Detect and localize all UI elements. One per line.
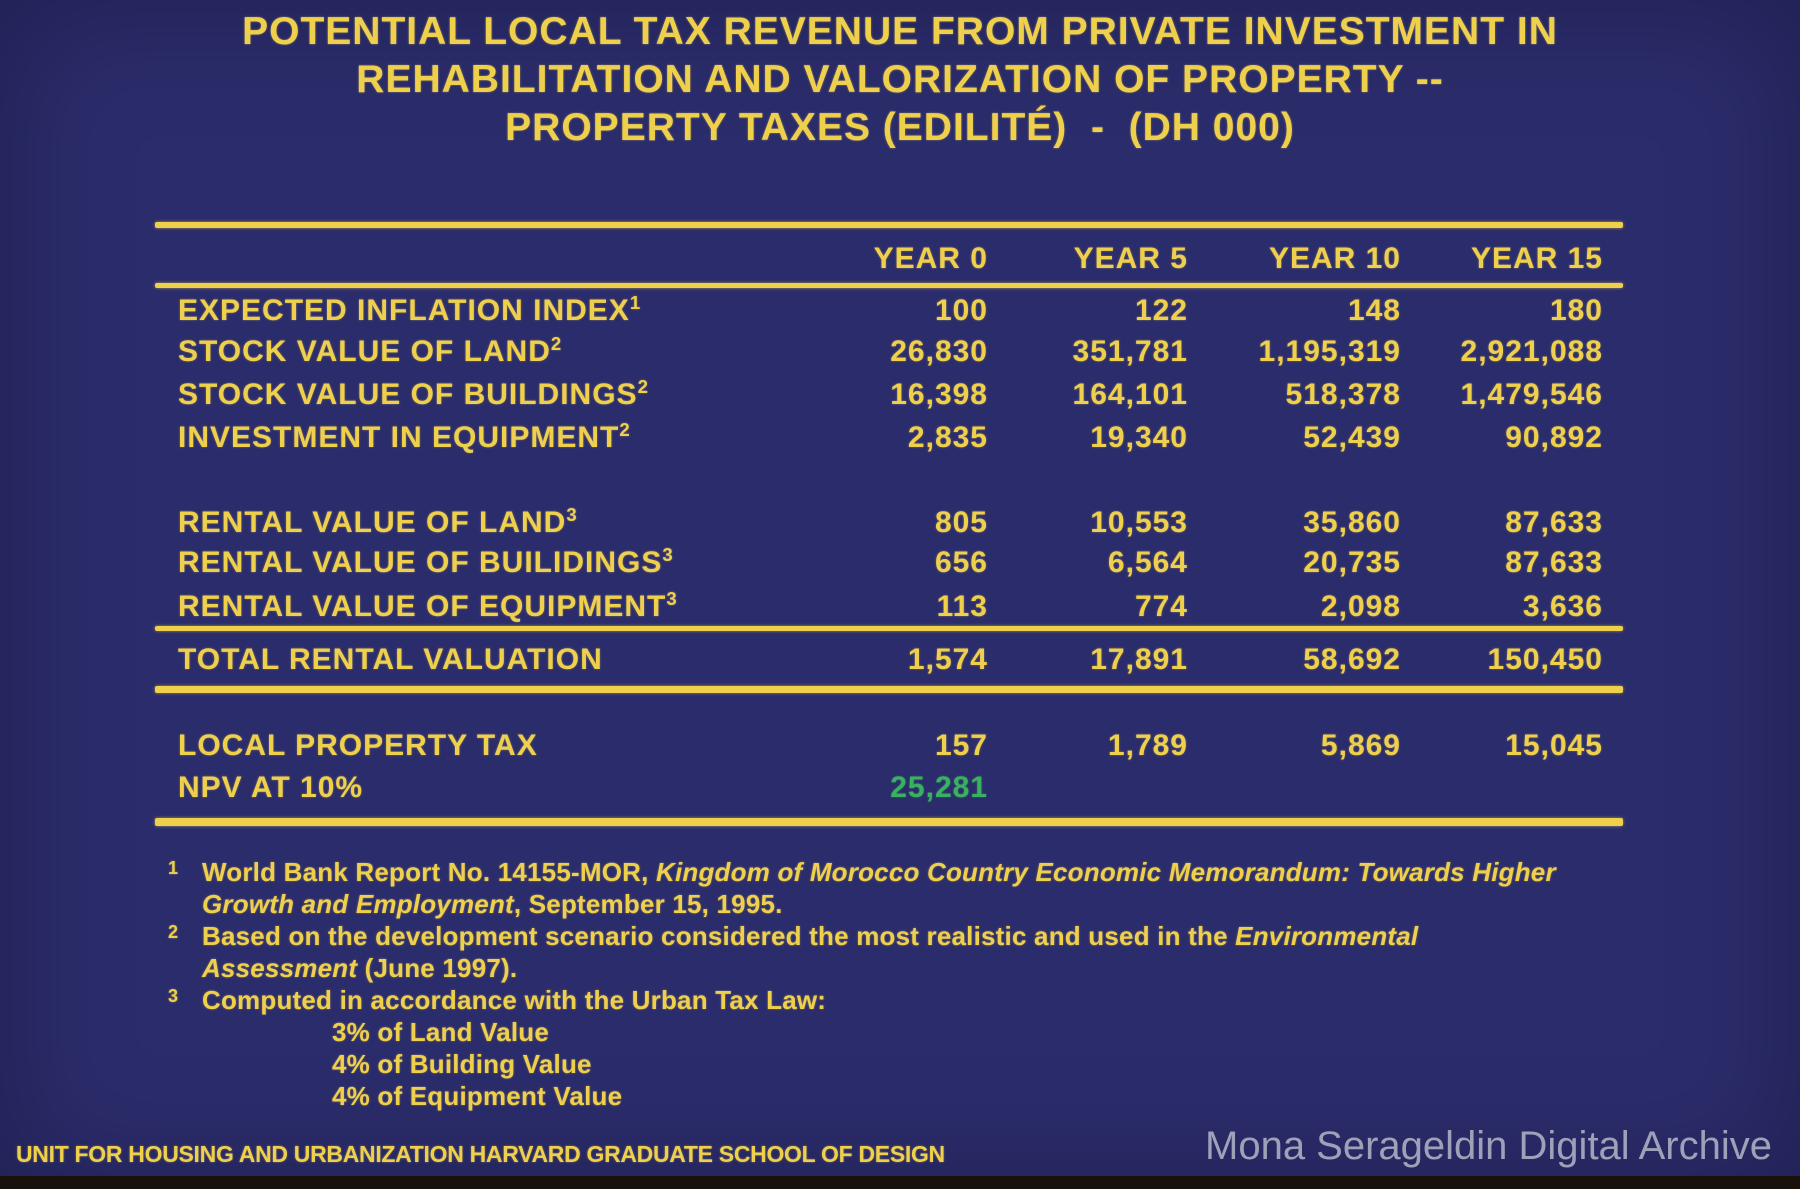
table-header-row: YEAR 0 YEAR 5 YEAR 10 YEAR 15 [155,238,1603,280]
title-line-2: REHABILITATION AND VALORIZATION OF PROPE… [356,58,1444,101]
table-row-rental-equipment: RENTAL VALUE OF EQUIPMENT3 113 774 2,098… [155,586,1603,628]
table-row-local-property-tax: LOCAL PROPERTY TAX 157 1,789 5,869 15,04… [155,725,1603,767]
table-row-stock-land: STOCK VALUE OF LAND2 26,830 351,781 1,19… [155,331,1603,373]
table-row-inflation-index: EXPECTED INFLATION INDEX1 100 122 148 18… [155,290,1603,332]
cell-year5: 164,101 [1072,378,1188,411]
row-label: RENTAL VALUE OF BUILIDINGS3 [178,544,674,579]
cell-year10: 52,439 [1303,421,1401,454]
footnote-2: 2 Based on the development scenario cons… [168,920,1648,984]
cell-year10: 20,735 [1303,546,1401,579]
cell-year15: 87,633 [1505,546,1603,579]
cell-year5: 17,891 [1090,643,1188,676]
footnote-1-line-2: Growth and Employment, September 15, 199… [202,889,783,919]
table-rule-top [155,222,1623,228]
table-rule-below-total [155,686,1623,693]
cell-year0: 26,830 [890,335,988,368]
table-row-investment-equipment: INVESTMENT IN EQUIPMENT2 2,835 19,340 52… [155,417,1603,459]
footnotes: 1 World Bank Report No. 14155-MOR, Kingd… [168,856,1648,1112]
footnote-3-item-1: 3% of Land Value [332,1017,550,1047]
row-label: RENTAL VALUE OF LAND3 [178,504,578,539]
footnote-3-marker: 3 [168,986,179,1006]
cell-year15: 15,045 [1505,729,1603,762]
row-label: LOCAL PROPERTY TAX [178,729,538,762]
cell-year5: 1,789 [1107,729,1188,762]
cell-year5: 122 [1134,294,1188,327]
title-line-3: PROPERTY TAXES (EDILITÉ) - (DH 000) [505,106,1295,149]
cell-year10: 5,869 [1320,729,1401,762]
footnote-1-marker: 1 [168,858,179,878]
table-row-stock-buildings: STOCK VALUE OF BUILDINGS2 16,398 164,101… [155,374,1603,416]
cell-year5: 19,340 [1090,421,1188,454]
footnote-2-marker: 2 [168,922,179,942]
cell-year5 [988,767,1188,809]
cell-year15: 1,479,546 [1460,378,1603,411]
footnote-2-line-1: Based on the development scenario consid… [202,921,1419,951]
footnote-1: 1 World Bank Report No. 14155-MOR, Kingd… [168,856,1648,920]
tax-revenue-table: YEAR 0 YEAR 5 YEAR 10 YEAR 15 EXPECTED I… [155,0,1623,840]
cell-year0: 100 [934,294,988,327]
slide-title: POTENTIAL LOCAL TAX REVENUE FROM PRIVATE… [20,8,1780,152]
row-label: RENTAL VALUE OF EQUIPMENT3 [178,588,678,623]
row-label: TOTAL RENTAL VALUATION [178,643,603,676]
table-rule-above-total [155,626,1623,631]
cell-year10: 35,860 [1303,506,1401,539]
table-rule-below-header [155,283,1623,288]
cell-year10: 2,098 [1320,590,1401,623]
column-header-year5: YEAR 5 [1073,242,1188,275]
cell-year0: 805 [934,506,988,539]
cell-year10 [1188,767,1401,809]
footnote-3-line-1: Computed in accordance with the Urban Ta… [202,985,827,1015]
column-header-year10: YEAR 10 [1268,242,1401,275]
cell-year15: 180 [1549,294,1603,327]
cell-year0: 16,398 [890,378,988,411]
table-row-total-rental-valuation: TOTAL RENTAL VALUATION 1,574 17,891 58,6… [155,639,1603,681]
cell-year0: 656 [934,546,988,579]
table-rule-bottom [155,818,1623,826]
cell-year15: 3,636 [1522,590,1603,623]
row-label: STOCK VALUE OF BUILDINGS2 [178,376,649,411]
row-label: STOCK VALUE OF LAND2 [178,333,563,368]
archive-watermark: Mona Serageldin Digital Archive [1205,1124,1772,1168]
table-row-rental-buildings: RENTAL VALUE OF BUILIDINGS3 656 6,564 20… [155,542,1603,584]
cell-year10: 518,378 [1285,378,1401,411]
row-label: EXPECTED INFLATION INDEX1 [178,292,642,327]
cell-year0: 2,835 [907,421,988,454]
table-row-npv: NPV AT 10% 25,281 [155,767,1603,809]
cell-year10: 58,692 [1303,643,1401,676]
footnote-3: 3 Computed in accordance with the Urban … [168,984,1648,1112]
table-row-rental-land: RENTAL VALUE OF LAND3 805 10,553 35,860 … [155,502,1603,544]
cell-npv-value: 25,281 [890,771,988,804]
cell-year10: 1,195,319 [1258,335,1401,368]
footnote-1-line-1: World Bank Report No. 14155-MOR, Kingdom… [202,857,1556,887]
cell-year5: 351,781 [1072,335,1188,368]
film-edge-bar [0,1176,1800,1189]
cell-year10: 148 [1347,294,1401,327]
header-spacer [155,238,780,280]
cell-year0: 113 [936,590,988,623]
cell-year5: 10,553 [1090,506,1188,539]
row-label: INVESTMENT IN EQUIPMENT2 [178,419,631,454]
footnote-2-line-2: Assessment (June 1997). [202,953,518,983]
column-header-year0: YEAR 0 [873,242,988,275]
footnote-3-item-3: 4% of Equipment Value [332,1081,623,1111]
title-line-1: POTENTIAL LOCAL TAX REVENUE FROM PRIVATE… [242,10,1558,53]
cell-year15 [1401,767,1603,809]
cell-year0: 157 [934,729,988,762]
cell-year5: 774 [1134,590,1188,623]
cell-year15: 150,450 [1487,643,1603,676]
footnote-3-item-2: 4% of Building Value [332,1049,592,1079]
cell-year5: 6,564 [1107,546,1188,579]
column-header-year15: YEAR 15 [1470,242,1603,275]
cell-year0: 1,574 [907,643,988,676]
footer-credit: UNIT FOR HOUSING AND URBANIZATION HARVAR… [16,1141,945,1167]
row-label: NPV AT 10% [178,771,364,804]
cell-year15: 2,921,088 [1460,335,1603,368]
cell-year15: 87,633 [1505,506,1603,539]
cell-year15: 90,892 [1505,421,1603,454]
